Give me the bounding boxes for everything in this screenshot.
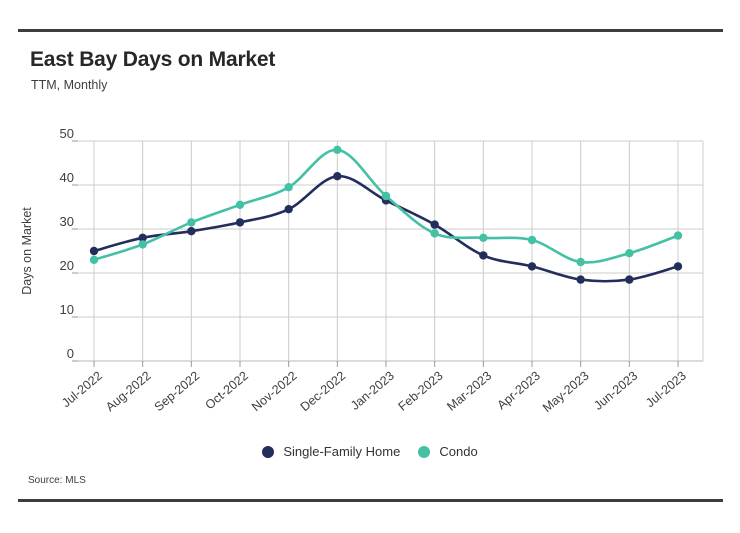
data-point-marker (673, 262, 683, 271)
data-point-marker (625, 275, 634, 284)
data-point-marker (430, 220, 439, 229)
data-point-marker (89, 255, 99, 264)
condo-legend-dot-icon (418, 445, 431, 458)
data-point-marker (479, 251, 488, 260)
top-divider (18, 29, 723, 32)
x-tick-label: Sep-2022 (152, 369, 203, 415)
data-point-marker (430, 229, 439, 238)
page-title: East Bay Days on Market (30, 48, 276, 71)
data-point-marker (284, 183, 293, 192)
x-tick-label: Oct-2022 (203, 369, 251, 413)
data-point-marker (138, 240, 147, 249)
x-tick-label: May-2023 (540, 369, 592, 415)
x-tick-label: Nov-2022 (249, 369, 300, 415)
y-tick-label: 50 (60, 126, 74, 141)
x-tick-label: Jan-2023 (348, 369, 397, 413)
data-point-marker (625, 249, 634, 258)
y-axis-title: Days on Market (20, 207, 34, 295)
data-point-marker (235, 218, 245, 227)
single-family-legend-dot-icon (262, 445, 275, 458)
legend-label-single-family: Single-Family Home (283, 444, 401, 459)
x-tick-label: Aug-2022 (103, 369, 154, 415)
x-tick-label: Feb-2023 (396, 369, 446, 414)
source-attribution: Source: MLS (28, 475, 86, 486)
data-point-marker (235, 200, 245, 209)
data-point-marker (333, 172, 342, 181)
data-point-marker (479, 233, 488, 242)
data-point-marker (527, 262, 537, 271)
data-point-marker (284, 205, 293, 214)
data-point-marker (333, 145, 342, 154)
chart-legend: Single-Family Home Condo (0, 444, 740, 459)
page-subtitle: TTM, Monthly (31, 78, 108, 92)
data-point-marker (673, 231, 683, 240)
x-tick-label: Jul-2023 (643, 369, 689, 411)
data-point-marker (576, 275, 585, 284)
y-tick-label: 20 (60, 258, 74, 273)
data-point-marker (527, 235, 537, 245)
y-tick-label: 40 (60, 170, 74, 185)
data-point-marker (187, 218, 196, 227)
y-tick-label: 0 (67, 346, 74, 361)
x-tick-label: Mar-2023 (444, 369, 494, 414)
data-point-marker (187, 227, 196, 236)
data-point-marker (381, 191, 391, 201)
data-point-marker (138, 233, 147, 242)
x-tick-label: Apr-2023 (495, 369, 543, 413)
legend-label-condo: Condo (439, 444, 478, 459)
legend-item-single-family: Single-Family Home (262, 444, 400, 459)
data-point-marker (89, 246, 99, 256)
x-tick-label: Dec-2022 (298, 369, 349, 415)
bottom-divider (18, 499, 723, 502)
data-point-marker (576, 257, 585, 267)
y-tick-label: 10 (60, 302, 74, 317)
legend-item-condo: Condo (418, 444, 478, 459)
x-tick-label: Jun-2023 (591, 369, 640, 413)
y-tick-label: 30 (60, 214, 74, 229)
x-tick-label: Jul-2022 (59, 369, 105, 411)
